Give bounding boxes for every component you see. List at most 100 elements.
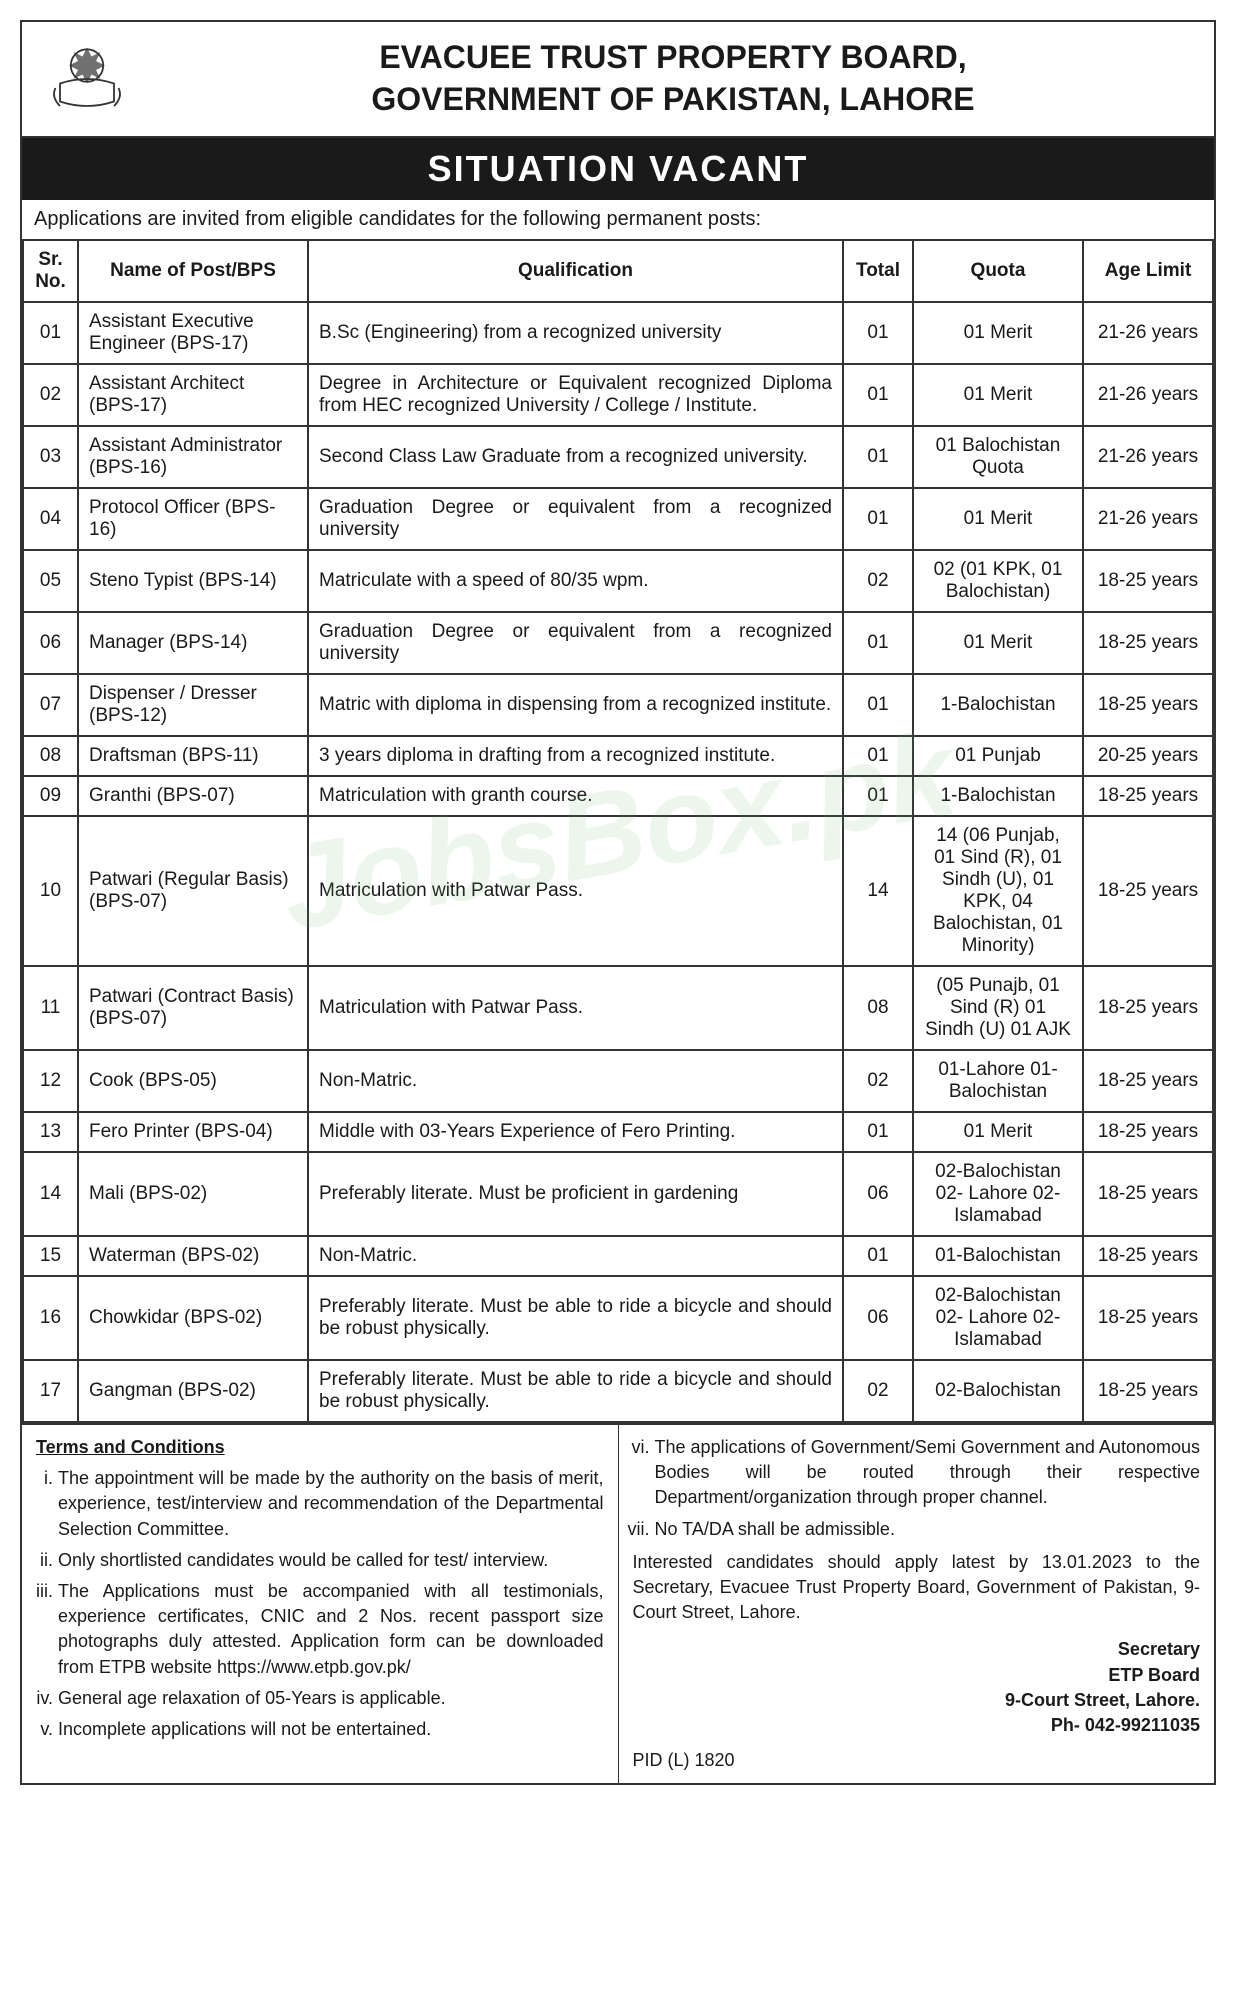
cell-sr: 12	[23, 1050, 78, 1112]
col-header-total: Total	[843, 240, 913, 302]
terms-item: Incomplete applications will not be ente…	[58, 1717, 604, 1742]
cell-quota: 01 Merit	[913, 302, 1083, 364]
table-row: 05Steno Typist (BPS-14)Matriculate with …	[23, 550, 1213, 612]
cell-age: 18-25 years	[1083, 1050, 1213, 1112]
table-row: 02Assistant Architect (BPS-17)Degree in …	[23, 364, 1213, 426]
table-row: 16Chowkidar (BPS-02)Preferably literate.…	[23, 1276, 1213, 1360]
cell-sr: 14	[23, 1152, 78, 1236]
cell-sr: 15	[23, 1236, 78, 1276]
table-row: 14Mali (BPS-02)Preferably literate. Must…	[23, 1152, 1213, 1236]
cell-total: 08	[843, 966, 913, 1050]
terms-item: The appointment will be made by the auth…	[58, 1466, 604, 1542]
cell-sr: 06	[23, 612, 78, 674]
terms-left-column: Terms and Conditions The appointment wil…	[22, 1425, 619, 1783]
col-header-sr: Sr. No.	[23, 240, 78, 302]
table-row: 07Dispenser / Dresser (BPS-12)Matric wit…	[23, 674, 1213, 736]
cell-qual: Preferably literate. Must be able to rid…	[308, 1276, 843, 1360]
cell-age: 18-25 years	[1083, 966, 1213, 1050]
cell-post: Gangman (BPS-02)	[78, 1360, 308, 1422]
cell-total: 01	[843, 488, 913, 550]
table-row: 13Fero Printer (BPS-04)Middle with 03-Ye…	[23, 1112, 1213, 1152]
cell-post: Mali (BPS-02)	[78, 1152, 308, 1236]
cell-age: 18-25 years	[1083, 674, 1213, 736]
cell-age: 21-26 years	[1083, 426, 1213, 488]
cell-sr: 17	[23, 1360, 78, 1422]
cell-quota: 01 Merit	[913, 364, 1083, 426]
cell-quota: 01-Balochistan	[913, 1236, 1083, 1276]
cell-qual: Middle with 03-Years Experience of Fero …	[308, 1112, 843, 1152]
table-row: 06Manager (BPS-14)Graduation Degree or e…	[23, 612, 1213, 674]
cell-post: Chowkidar (BPS-02)	[78, 1276, 308, 1360]
cell-quota: 1-Balochistan	[913, 776, 1083, 816]
cell-total: 01	[843, 1112, 913, 1152]
cell-age: 18-25 years	[1083, 1236, 1213, 1276]
cell-quota: 02 (01 KPK, 01 Balochistan)	[913, 550, 1083, 612]
cell-total: 01	[843, 736, 913, 776]
jobs-table: Sr. No. Name of Post/BPS Qualification T…	[22, 239, 1214, 1423]
cell-age: 18-25 years	[1083, 1112, 1213, 1152]
cell-post: Manager (BPS-14)	[78, 612, 308, 674]
cell-quota: 1-Balochistan	[913, 674, 1083, 736]
cell-age: 21-26 years	[1083, 488, 1213, 550]
terms-item: The Applications must be accompanied wit…	[58, 1579, 604, 1680]
cell-post: Fero Printer (BPS-04)	[78, 1112, 308, 1152]
cell-post: Granthi (BPS-07)	[78, 776, 308, 816]
cell-qual: Graduation Degree or equivalent from a r…	[308, 488, 843, 550]
cell-total: 06	[843, 1276, 913, 1360]
cell-total: 01	[843, 1236, 913, 1276]
cell-qual: Preferably literate. Must be proficient …	[308, 1152, 843, 1236]
terms-left-list: The appointment will be made by the auth…	[36, 1466, 604, 1742]
cell-post: Patwari (Contract Basis) (BPS-07)	[78, 966, 308, 1050]
terms-right-column: The applications of Government/Semi Gove…	[619, 1425, 1215, 1783]
cell-total: 01	[843, 426, 913, 488]
col-header-age: Age Limit	[1083, 240, 1213, 302]
table-row: 11Patwari (Contract Basis) (BPS-07)Matri…	[23, 966, 1213, 1050]
cell-quota: 01-Lahore 01-Balochistan	[913, 1050, 1083, 1112]
cell-post: Draftsman (BPS-11)	[78, 736, 308, 776]
cell-age: 18-25 years	[1083, 816, 1213, 966]
table-row: 17Gangman (BPS-02)Preferably literate. M…	[23, 1360, 1213, 1422]
terms-item: The applications of Government/Semi Gove…	[655, 1435, 1201, 1511]
cell-age: 21-26 years	[1083, 302, 1213, 364]
cell-sr: 03	[23, 426, 78, 488]
apply-note: Interested candidates should apply lates…	[633, 1550, 1201, 1626]
cell-sr: 11	[23, 966, 78, 1050]
terms-section: Terms and Conditions The appointment wil…	[22, 1423, 1214, 1783]
cell-post: Protocol Officer (BPS-16)	[78, 488, 308, 550]
signature-title: Secretary	[633, 1637, 1201, 1662]
table-row: 03Assistant Administrator (BPS-16)Second…	[23, 426, 1213, 488]
terms-right-list: The applications of Government/Semi Gove…	[633, 1435, 1201, 1542]
signature-phone: Ph- 042-99211035	[633, 1713, 1201, 1738]
cell-total: 02	[843, 1050, 913, 1112]
table-row: 01Assistant Executive Engineer (BPS-17)B…	[23, 302, 1213, 364]
cell-qual: Non-Matric.	[308, 1050, 843, 1112]
table-row: 09Granthi (BPS-07)Matriculation with gra…	[23, 776, 1213, 816]
cell-quota: 01 Merit	[913, 1112, 1083, 1152]
cell-qual: Preferably literate. Must be able to rid…	[308, 1360, 843, 1422]
cell-sr: 01	[23, 302, 78, 364]
org-title: EVACUEE TRUST PROPERTY BOARD, GOVERNMENT…	[152, 37, 1194, 120]
signature-address: 9-Court Street, Lahore.	[633, 1688, 1201, 1713]
cell-age: 20-25 years	[1083, 736, 1213, 776]
cell-total: 01	[843, 302, 913, 364]
cell-sr: 04	[23, 488, 78, 550]
cell-age: 18-25 years	[1083, 612, 1213, 674]
cell-sr: 07	[23, 674, 78, 736]
cell-qual: Matric with diploma in dispensing from a…	[308, 674, 843, 736]
cell-quota: 02-Balochistan 02- Lahore 02-Islamabad	[913, 1152, 1083, 1236]
col-header-quota: Quota	[913, 240, 1083, 302]
cell-qual: Graduation Degree or equivalent from a r…	[308, 612, 843, 674]
cell-qual: Matriculation with granth course.	[308, 776, 843, 816]
cell-post: Cook (BPS-05)	[78, 1050, 308, 1112]
cell-post: Dispenser / Dresser (BPS-12)	[78, 674, 308, 736]
signature-block: Secretary ETP Board 9-Court Street, Laho…	[633, 1637, 1201, 1738]
cell-total: 01	[843, 364, 913, 426]
govt-emblem-icon	[42, 34, 132, 124]
cell-total: 01	[843, 612, 913, 674]
cell-qual: B.Sc (Engineering) from a recognized uni…	[308, 302, 843, 364]
cell-post: Patwari (Regular Basis) (BPS-07)	[78, 816, 308, 966]
cell-sr: 13	[23, 1112, 78, 1152]
table-row: 08Draftsman (BPS-11)3 years diploma in d…	[23, 736, 1213, 776]
cell-quota: 01 Balochistan Quota	[913, 426, 1083, 488]
cell-age: 21-26 years	[1083, 364, 1213, 426]
